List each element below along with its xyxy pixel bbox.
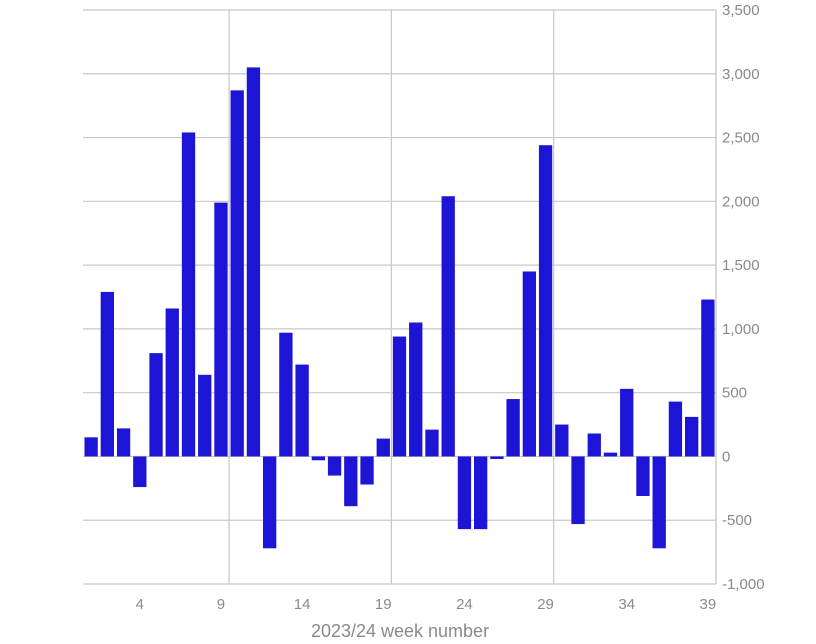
bar <box>181 132 196 457</box>
grid <box>83 9 717 585</box>
bar <box>555 424 569 457</box>
x-tick-label: 29 <box>537 596 554 613</box>
bar <box>392 336 407 457</box>
bar <box>409 322 423 457</box>
bar <box>214 202 228 457</box>
bar <box>538 145 553 457</box>
bar <box>684 416 699 457</box>
bar <box>133 456 147 488</box>
x-tick-label: 19 <box>375 596 392 613</box>
bar <box>506 399 520 457</box>
bar <box>344 456 358 507</box>
y-tick-label: 3,500 <box>722 2 760 19</box>
bars <box>84 67 715 549</box>
bar <box>198 374 212 457</box>
bar <box>360 456 374 485</box>
bar <box>295 364 309 457</box>
x-tick-label: 34 <box>618 596 635 613</box>
bar <box>457 456 472 530</box>
bar <box>603 452 618 457</box>
bar <box>149 353 163 457</box>
bar <box>701 299 715 457</box>
bar <box>279 332 293 457</box>
bar <box>620 388 634 457</box>
bar <box>246 67 261 457</box>
x-tick-label: 39 <box>700 596 717 613</box>
bar <box>668 401 683 457</box>
bar <box>490 456 504 459</box>
x-tick-label: 9 <box>217 596 225 613</box>
bar <box>230 90 244 457</box>
y-tick-label: 1,000 <box>722 321 760 338</box>
bar <box>116 428 131 457</box>
y-tick-label: 500 <box>722 385 747 402</box>
bar <box>473 456 488 530</box>
y-axis-ticks: -1,000 -500 0 500 1,000 1,500 2,000 2,500 3,000 3… <box>722 2 765 593</box>
bar <box>652 456 666 549</box>
bar <box>100 291 115 457</box>
bar <box>84 437 98 457</box>
bar <box>425 429 439 457</box>
y-tick-label: -500 <box>722 512 752 529</box>
bar <box>262 456 277 549</box>
bar <box>522 271 537 457</box>
x-axis-title: 2023/24 week number <box>311 621 489 641</box>
y-tick-label: 2,000 <box>722 193 760 210</box>
y-tick-label: 2,500 <box>722 130 760 147</box>
y-tick-label: -1,000 <box>722 576 765 593</box>
bar <box>327 456 342 476</box>
bar <box>636 456 650 496</box>
x-tick-label: 24 <box>456 596 473 613</box>
bar <box>571 456 585 525</box>
y-tick-label: 0 <box>722 448 730 465</box>
y-tick-label: 1,500 <box>722 257 760 274</box>
bar <box>587 433 601 457</box>
bar <box>311 456 326 461</box>
bar <box>165 308 179 457</box>
y-tick-label: 3,000 <box>722 66 760 83</box>
x-axis-ticks: 4 9 14 19 24 29 34 39 <box>136 596 717 613</box>
x-tick-label: 4 <box>136 596 144 613</box>
x-tick-label: 14 <box>294 596 311 613</box>
bar <box>441 196 455 457</box>
bar <box>376 438 390 457</box>
